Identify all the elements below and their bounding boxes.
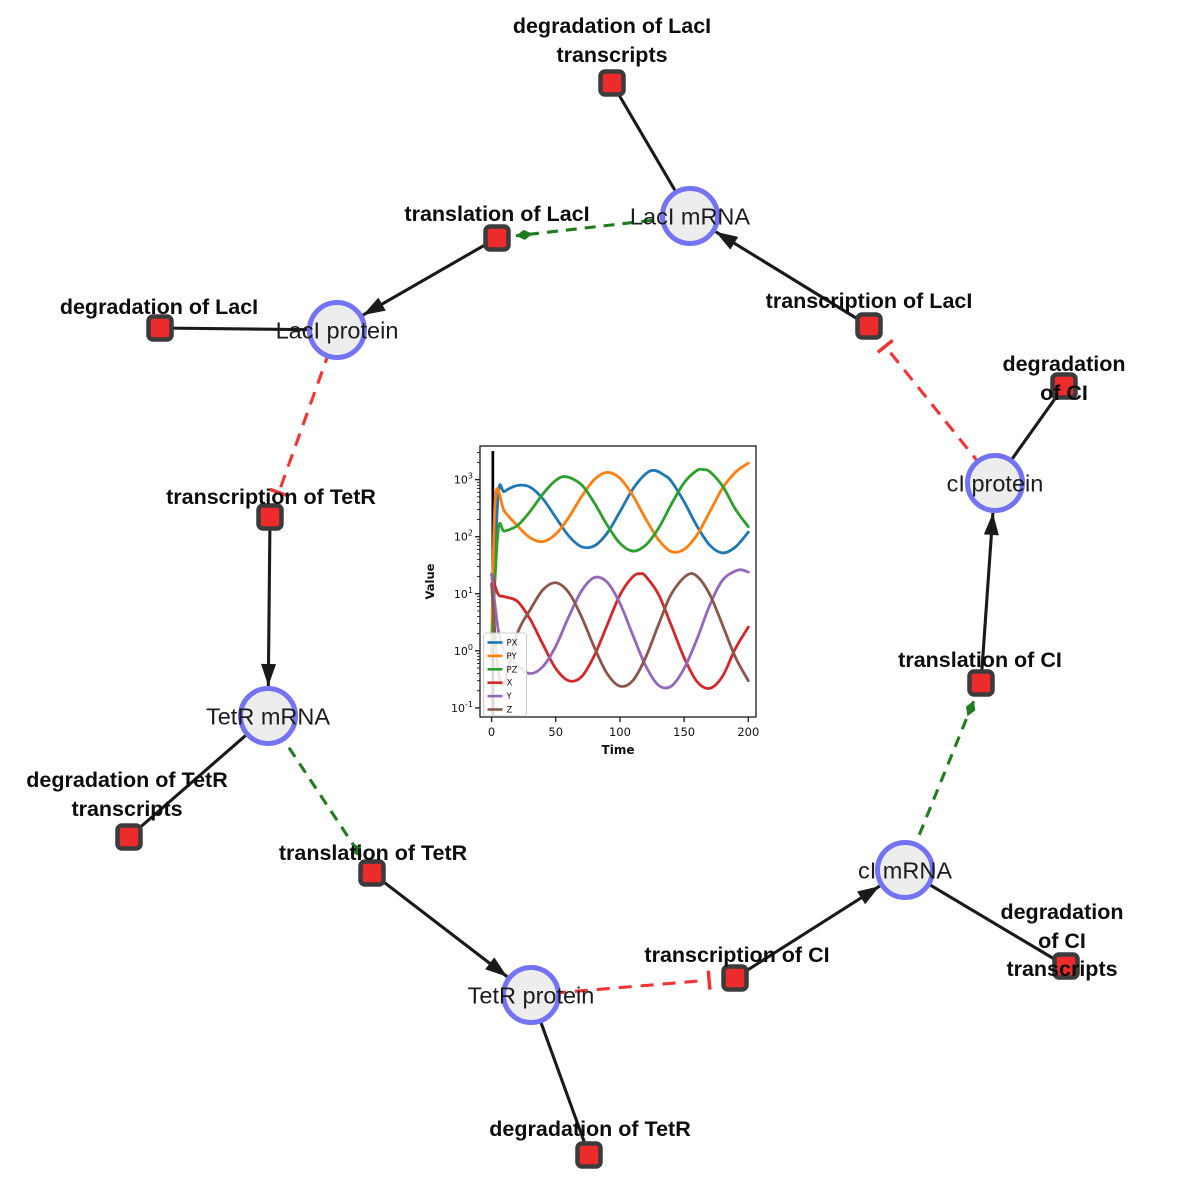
legend-label-PY: PY <box>507 652 518 662</box>
x-tick-label: 50 <box>548 725 563 739</box>
reaction-label-transcr_tetr: transcription of TetR <box>166 485 376 509</box>
reaction-label-transcr_laci: transcription of LacI <box>765 289 973 313</box>
species-label-ci_protein: cI protein <box>946 470 1044 497</box>
reaction-node-transcr_laci[interactable] <box>855 312 883 340</box>
reaction-node-deg_ci[interactable] <box>1050 372 1078 400</box>
species-node-tetr_protein[interactable] <box>501 965 561 1025</box>
reaction-label-deg_tetr_tx: degradation of TetR transcripts <box>26 768 228 821</box>
edge-catalysis-ci_mrna-transl_ci[interactable] <box>903 700 976 871</box>
diamond-arrowhead-icon <box>515 229 533 240</box>
y-tick-label: 102 <box>454 529 473 544</box>
inhibition-tee-icon <box>269 487 289 498</box>
x-axis-title: Time <box>602 743 635 757</box>
reaction-label-transl_laci: translation of LacI <box>404 202 590 226</box>
reaction-label-deg_ci: degradation of CI <box>1002 352 1126 405</box>
species-node-laci_mrna[interactable] <box>660 186 720 246</box>
reaction-node-transcr_ci[interactable] <box>721 964 749 992</box>
series-line-Z <box>490 572 750 688</box>
y-tick-label: 101 <box>454 586 473 601</box>
edge-degradation-ci_mrna-deg_ci_tx[interactable] <box>904 868 1067 968</box>
reaction-node-deg_ci_tx[interactable] <box>1052 952 1080 980</box>
species-node-ci_protein[interactable] <box>965 453 1025 513</box>
edge-production-transcr_laci-laci_mrna[interactable] <box>714 230 870 328</box>
reaction-label-deg_tetr: degradation of TetR <box>489 1117 691 1141</box>
x-tick-label: 150 <box>673 725 695 739</box>
legend-label-Z: Z <box>507 706 513 716</box>
arrowhead-icon <box>363 297 386 316</box>
series-line-X <box>490 572 750 690</box>
species-node-laci_protein[interactable] <box>307 300 367 360</box>
y-axis-title: Value <box>423 563 437 599</box>
species-label-tetr_mrna: TetR mRNA <box>205 703 331 730</box>
edge-production-transcr_ci-ci_mrna[interactable] <box>734 884 881 980</box>
edge-production-transl_tetr-tetr_protein[interactable] <box>371 871 509 978</box>
edge-production-transl_ci-ci_protein[interactable] <box>979 512 995 684</box>
reaction-node-deg_laci_tx[interactable] <box>598 69 626 97</box>
inhibition-tee-icon <box>706 970 712 990</box>
legend-label-Y: Y <box>506 692 513 702</box>
x-tick-label: 0 <box>488 725 495 739</box>
reaction-label-deg_ci_tx: degradation of CI transcripts <box>1000 900 1124 981</box>
species-label-tetr_protein: TetR protein <box>467 982 595 1009</box>
diamond-arrowhead-icon <box>966 700 976 717</box>
reaction-label-transcr_ci: transcription of CI <box>644 943 830 967</box>
chart-frame <box>479 445 757 718</box>
x-tick-label: 100 <box>609 725 631 739</box>
reaction-node-transl_laci[interactable] <box>483 224 511 252</box>
species-label-ci_mrna: cI mRNA <box>858 857 952 884</box>
arrowhead-icon <box>857 886 880 905</box>
species-label-laci_mrna: LacI mRNA <box>629 203 751 230</box>
reaction-node-transl_tetr[interactable] <box>358 859 386 887</box>
edge-degradation-tetr_mrna-deg_tetr_tx[interactable] <box>127 714 270 839</box>
diamond-arrowhead-icon <box>352 842 362 858</box>
reaction-node-deg_tetr[interactable] <box>575 1141 603 1169</box>
reaction-node-transcr_tetr[interactable] <box>256 503 284 531</box>
y-tick-label: 10-1 <box>451 700 473 715</box>
reaction-label-deg_laci_tx: degradation of LacI transcripts <box>512 14 712 67</box>
legend-label-PX: PX <box>507 639 518 649</box>
x-tick-label: 200 <box>737 725 759 739</box>
legend-label-X: X <box>507 679 513 689</box>
reaction-node-deg_tetr_tx[interactable] <box>115 823 143 851</box>
arrowhead-icon <box>485 957 508 977</box>
reaction-node-transl_ci[interactable] <box>967 669 995 697</box>
reaction-label-transl_ci: translation of CI <box>898 648 1062 672</box>
y-tick-label: 100 <box>454 643 473 658</box>
edge-production-transl_laci-laci_protein[interactable] <box>362 236 498 317</box>
species-node-ci_mrna[interactable] <box>875 840 935 900</box>
arrowhead-icon <box>715 231 739 250</box>
reaction-node-deg_laci[interactable] <box>146 314 174 342</box>
reaction-label-deg_laci: degradation of LacI <box>59 295 259 319</box>
arrowhead-icon <box>983 512 999 536</box>
edge-production-transcr_tetr-tetr_mrna[interactable] <box>266 516 272 687</box>
inhibition-tee-icon <box>876 338 894 354</box>
arrowhead-icon <box>261 663 277 687</box>
species-label-laci_protein: LacI protein <box>275 317 399 344</box>
legend-label-PZ: PZ <box>507 665 518 675</box>
reaction-label-transl_tetr: translation of TetR <box>278 841 468 865</box>
species-node-tetr_mrna[interactable] <box>238 686 298 746</box>
y-tick-label: 103 <box>454 472 473 487</box>
series-line-PZ <box>490 467 750 653</box>
